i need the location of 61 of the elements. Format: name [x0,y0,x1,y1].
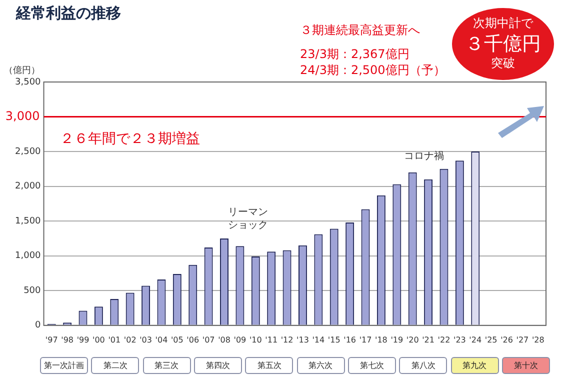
x-tick-label: '23 [453,335,466,344]
text: 突破 [490,55,516,72]
x-tick-label: '09 [234,335,246,344]
x-tick-label: '99 [76,335,90,344]
y-axis-title: （億円） [4,64,40,77]
x-tick-label: '07 [202,335,215,344]
x-tick-label: '97 [45,335,58,344]
text: 第九次 [450,357,499,374]
x-tick-label: '13 [296,335,309,344]
y-tick-label: 2,500 [15,146,42,157]
text: 第八次 [399,357,448,374]
x-tick-label: '28 [532,335,544,344]
y-tick-label: 3,500 [15,77,42,88]
text: 23/3期：2,367億円 [300,46,410,63]
x-tick-label: '26 [500,335,513,344]
x-tick-label: '22 [438,335,450,344]
x-tick-label: '24 [469,335,482,344]
y-tick-label: 0 [35,320,42,331]
x-tick-label: '19 [390,335,404,344]
x-tick-label: '05 [170,335,184,344]
text: 第一次計画 [40,357,88,374]
x-tick-label: '16 [344,335,356,344]
x-tick-label: '00 [92,335,105,344]
x-tick-label: '01 [108,335,121,344]
text: ３千億円 [464,32,542,57]
x-tick-label: '25 [484,335,498,344]
x-tick-label: '17 [359,335,372,344]
x-tick-label: '12 [280,335,294,344]
text: 次期中計で [472,15,534,32]
text: 第十次 [502,357,550,374]
text: 第六次 [296,357,345,374]
annotation: ２６年間で２３期増益 [60,130,200,148]
y-tick-label: 1,500 [15,216,42,226]
x-tick-label: '06 [186,335,200,344]
x-tick-label: '18 [375,335,388,344]
ref-line-label: 3,000 [5,108,40,123]
annotation: コロナ禍 [404,150,444,163]
x-tick-label: '27 [516,335,529,344]
x-tick-label: '11 [265,335,278,344]
x-tick-label: '20 [406,335,419,344]
text: 第七次 [348,357,396,374]
x-tick-label: '02 [124,335,136,344]
text: 24/3期：2,500億円（予） [300,62,446,79]
y-tick-label: 2,000 [15,182,42,192]
x-tick-label: '08 [218,335,230,344]
x-tick-label: '03 [140,335,152,344]
x-tick-label: '98 [61,335,74,344]
x-tick-label: '04 [155,335,168,344]
text: 第二次 [91,357,140,374]
text: 第四次 [194,357,242,374]
x-tick-label: '15 [328,335,340,344]
x-tick-label: '14 [312,335,325,344]
text: ３期連続最高益更新へ [300,22,420,39]
x-tick-label: '10 [249,335,262,344]
y-tick-label: 500 [24,286,42,296]
text: 第五次 [245,357,294,374]
annotation: リーマンショック [228,206,269,232]
y-tick-label: 1,000 [15,251,42,262]
chart-title: 経常利益の推移 [16,4,121,23]
text: 第三次 [142,357,191,374]
x-tick-label: '21 [422,335,434,344]
